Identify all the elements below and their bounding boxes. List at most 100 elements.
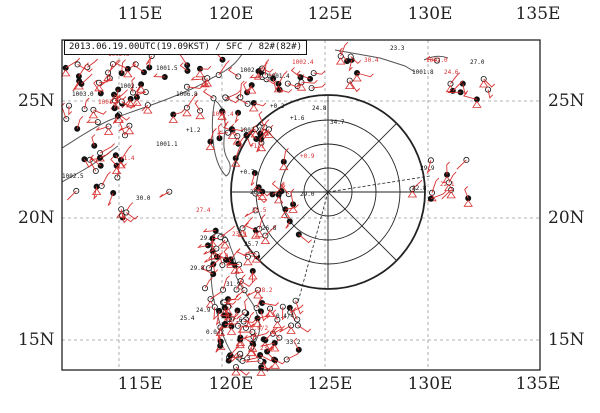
wind-barb	[220, 225, 236, 238]
lon-label-top-115: 115E	[117, 4, 163, 24]
wind-barb	[265, 224, 277, 236]
wind-barb	[114, 59, 128, 70]
wind-barb	[258, 62, 268, 72]
wind-barb	[237, 328, 253, 333]
wind-barb	[258, 111, 265, 128]
weather-symbol	[60, 69, 71, 77]
wind-barb	[242, 216, 254, 229]
station-value-1: 1001.5	[156, 65, 178, 72]
wind-barb	[81, 73, 93, 85]
station-value-21: +0.9	[300, 153, 315, 160]
wind-barb	[261, 365, 273, 370]
wind-barb	[298, 234, 312, 244]
weather-symbol	[116, 210, 126, 218]
wind-barb	[259, 129, 270, 140]
weather-symbol	[286, 326, 296, 334]
wind-barb	[118, 114, 130, 121]
station-value-13: 1003.0	[72, 91, 94, 98]
weather-symbol	[344, 81, 355, 89]
wind-barb	[113, 94, 127, 101]
weather-symbol	[109, 95, 119, 103]
station-value-34: 33.2	[286, 339, 301, 346]
station-value-22: 29.0	[300, 191, 315, 198]
wind-barb	[114, 89, 128, 102]
wind-barb	[126, 212, 139, 220]
wind-barb	[95, 126, 109, 131]
wind-barb	[234, 112, 239, 124]
wind-barb	[292, 307, 298, 320]
wind-barb	[262, 302, 279, 306]
weather-symbol	[248, 272, 258, 280]
wind-barb	[235, 144, 243, 159]
wind-barb	[285, 221, 291, 229]
wind-barb	[412, 179, 423, 190]
wind-barb	[107, 192, 114, 206]
weather-symbol	[205, 300, 216, 308]
station-value-3: 1002.4	[292, 59, 314, 66]
station-value-23: 28.4	[250, 189, 265, 196]
wind-barb	[279, 325, 292, 333]
station-value-8: 1006.8	[176, 91, 198, 98]
wind-barb	[258, 214, 266, 229]
station-value-11: 1001.1	[156, 141, 178, 148]
wind-barb	[244, 210, 256, 218]
station-value-12: 1001.7	[98, 99, 120, 106]
wind-barb	[199, 65, 212, 70]
wind-barb	[245, 311, 255, 329]
station-value-45: 35.5	[252, 207, 267, 214]
wind-barb	[285, 204, 299, 210]
wind-barb	[243, 81, 248, 93]
station-marker-80	[81, 156, 88, 163]
wind-barb	[173, 109, 185, 115]
wind-barb	[68, 105, 73, 116]
wind-barb	[456, 159, 467, 170]
wind-barb	[112, 115, 119, 124]
wind-barb	[483, 78, 496, 88]
wind-barb	[250, 172, 256, 186]
wind-barb	[237, 323, 254, 328]
wind-barb	[239, 80, 245, 98]
wind-barb	[253, 330, 270, 338]
station-value-26: 29.8	[190, 265, 205, 272]
weather-symbol	[273, 85, 284, 93]
wind-barb	[76, 115, 84, 129]
weather-symbol	[168, 115, 179, 123]
wind-barb	[246, 289, 259, 297]
wind-barb	[204, 277, 213, 289]
wind-barb	[222, 275, 230, 290]
weather-symbol	[94, 84, 104, 92]
wind-barb	[204, 256, 218, 263]
wind-barb	[224, 320, 240, 325]
weather-symbol	[235, 338, 246, 346]
weather-symbol	[202, 79, 213, 87]
wind-barb	[462, 83, 469, 95]
wind-barb	[272, 78, 280, 90]
weather-symbol	[279, 162, 289, 171]
wind-barb	[119, 119, 126, 136]
wind-barb	[231, 127, 246, 132]
lon-label-bottom-120: 120E	[208, 374, 254, 394]
station-value-46: 26.8	[262, 225, 277, 232]
station-value-25: 30.0	[136, 195, 151, 202]
station-value-47: 29.6	[200, 235, 215, 242]
lon-label-top-120: 120E	[208, 4, 254, 24]
weather-symbol	[136, 85, 146, 93]
wind-barb	[65, 57, 81, 69]
wind-barb	[225, 96, 240, 104]
wind-barb	[93, 79, 102, 94]
wind-barb	[244, 298, 248, 314]
station-value-31: 24.9	[196, 307, 211, 314]
wind-barb	[246, 84, 253, 93]
station-value-44: 34.7	[330, 119, 345, 126]
wind-barb	[225, 261, 240, 266]
wind-barb	[107, 60, 121, 73]
station-value-4: 1001.4	[268, 73, 290, 80]
station-value-10: 1002.9	[240, 127, 262, 134]
wind-barb	[200, 264, 214, 275]
weather-symbol	[269, 344, 280, 352]
wind-barb	[245, 358, 261, 363]
weather-symbol	[231, 368, 241, 376]
wind-barb	[120, 145, 132, 161]
wind-barb	[243, 319, 257, 323]
station-value-39: 22.1	[440, 181, 455, 188]
